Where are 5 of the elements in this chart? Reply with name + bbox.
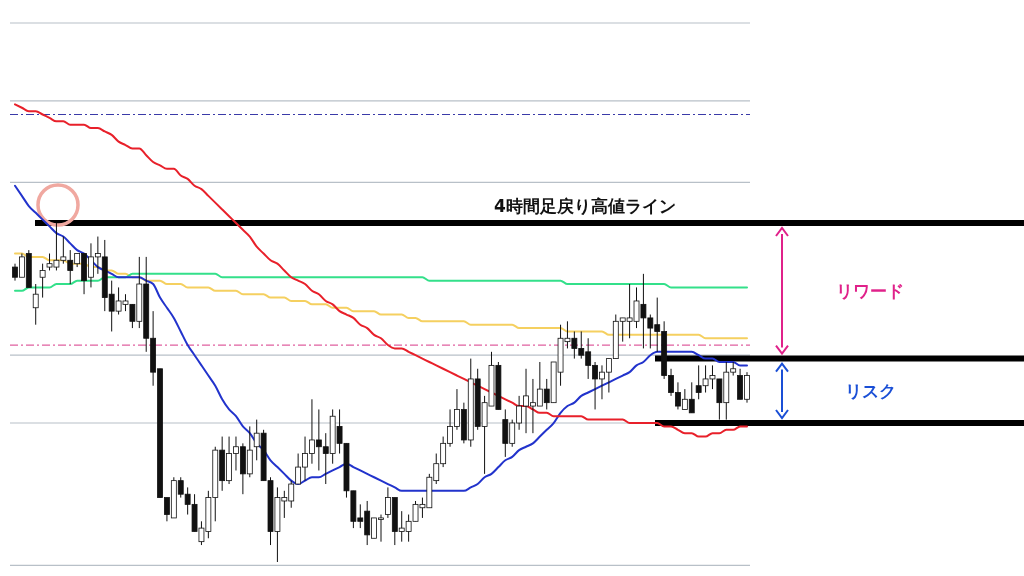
ref-line-label: 4時間足戻り高値ライン [494, 196, 676, 216]
text: リスク [844, 380, 896, 401]
candlestick [32, 283, 39, 326]
text: リワード [836, 280, 904, 301]
candlestick [39, 263, 46, 299]
